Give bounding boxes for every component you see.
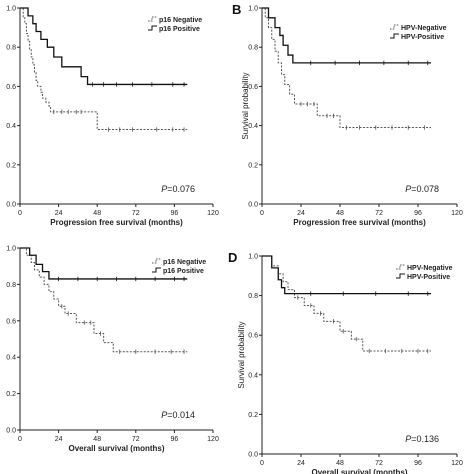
panel-label: B [232,2,241,17]
x-tick-label: 48 [93,210,101,217]
km-curve-positive [262,255,431,295]
x-axis-label: Progression free survival (months) [50,218,183,227]
chart-panel-1: 0 24 48 72 96 120 0.0 0.2 0.4 0.6 0.8 1.0 Progressio… [6,6,219,228]
chart-panel-2: 0 24 48 72 96 120 0.0 0.2 0.4 0.6 0.8 1.0 Progressio… [232,2,463,227]
legend-entry: p16 Positive [163,268,204,275]
y-tick-label: 0.8 [6,282,16,289]
km-curve-positive [20,247,188,280]
legend-entry: p16 Positive [159,26,200,33]
legend-swatch [390,24,399,30]
chart-panel-4: 0 24 48 72 96 120 0.0 0.2 0.4 0.6 0.8 1.0 Overall su… [228,250,463,474]
x-tick-label: 120 [207,210,219,217]
y-tick-label: 0.8 [6,45,16,52]
x-tick-label: 120 [451,460,463,467]
chart-panel-3: 0 24 48 72 96 120 0.0 0.2 0.4 0.6 0.8 1.0 Overall su… [6,246,219,454]
y-tick-label: 0.4 [6,355,16,362]
y-axis-label: Survival probability [241,72,250,139]
y-tick-label: 0.0 [6,428,16,435]
km-curve-positive [20,7,188,86]
legend-swatch [396,273,405,279]
y-tick-label: 0.2 [248,162,258,169]
km-curve-negative [20,247,188,353]
x-tick-label: 72 [375,460,383,467]
y-tick-label: 0.6 [248,84,258,91]
x-tick-label: 96 [414,210,422,217]
y-tick-label: 0.0 [6,202,16,209]
x-tick-label: 96 [171,436,179,443]
x-tick-label: 24 [297,460,305,467]
legend-swatch [148,16,157,22]
x-tick-label: 96 [414,460,422,467]
x-tick-label: 48 [336,210,344,217]
x-tick-label: 24 [55,436,63,443]
x-tick-label: 24 [55,210,63,217]
legend-entry: HPV-Negative [401,25,447,32]
p-value-number: =0.078 [411,184,439,194]
km-curve-negative [262,255,431,352]
y-tick-label: 0.4 [248,372,258,379]
x-tick-label: 0 [260,210,264,217]
legend-swatch [152,258,161,264]
x-tick-label: 0 [260,460,264,467]
x-tick-label: 0 [18,436,22,443]
legend-entry: HPV-Negative [407,265,453,272]
x-tick-label: 48 [93,436,101,443]
y-tick-label: 1.0 [6,6,16,13]
legend-swatch [152,267,161,273]
x-tick-label: 120 [207,436,219,443]
x-tick-label: 120 [451,210,463,217]
y-tick-label: 0.0 [248,202,258,209]
y-tick-label: 0.4 [6,123,16,130]
legend-entry: HPV-Positive [401,34,444,41]
p-value-symbol: P [405,434,411,444]
y-tick-label: 0.6 [6,318,16,325]
x-tick-label: 48 [336,460,344,467]
x-tick-label: 72 [375,210,383,217]
x-axis-label: Overall survival (months) [311,468,407,474]
y-tick-label: 0.8 [248,45,258,52]
p-value-number: =0.014 [167,410,195,420]
x-tick-label: 72 [132,210,140,217]
x-tick-label: 24 [297,210,305,217]
p-value-symbol: P [161,184,167,194]
y-tick-label: 0.2 [248,412,258,419]
p-value-number: =0.136 [411,434,439,444]
y-tick-label: 1.0 [248,6,258,13]
legend-swatch [148,25,157,31]
p-value-annotation: P=0.076 [161,184,195,194]
y-tick-label: 0.8 [248,293,258,300]
legend-entry: p16 Negative [159,17,202,24]
p-value-annotation: P=0.136 [405,434,439,444]
x-tick-label: 96 [171,210,179,217]
km-curve-positive [262,7,431,64]
y-tick-label: 0.4 [248,123,258,130]
x-axis-label: Overall survival (months) [68,444,164,453]
legend-swatch [390,33,399,39]
y-axis-label: Survival probability [237,321,246,388]
legend-entry: HPV-Positive [407,274,450,281]
y-tick-label: 1.0 [248,254,258,261]
p-value-symbol: P [405,184,411,194]
p-value-annotation: P=0.078 [405,184,439,194]
p-value-number: =0.076 [167,184,195,194]
x-axis-label: Progression free survival (months) [293,218,426,227]
legend-swatch [396,264,405,270]
panel-label: D [228,250,237,265]
y-tick-label: 1.0 [6,246,16,253]
p-value-annotation: P=0.014 [161,410,195,420]
p-value-symbol: P [161,410,167,420]
legend-entry: p16 Negative [163,259,206,266]
y-tick-label: 0.0 [248,452,258,459]
y-tick-label: 0.6 [6,84,16,91]
y-tick-label: 0.2 [6,162,16,169]
y-tick-label: 0.6 [248,333,258,340]
x-tick-label: 0 [18,210,22,217]
y-tick-label: 0.2 [6,391,16,398]
x-tick-label: 72 [132,436,140,443]
